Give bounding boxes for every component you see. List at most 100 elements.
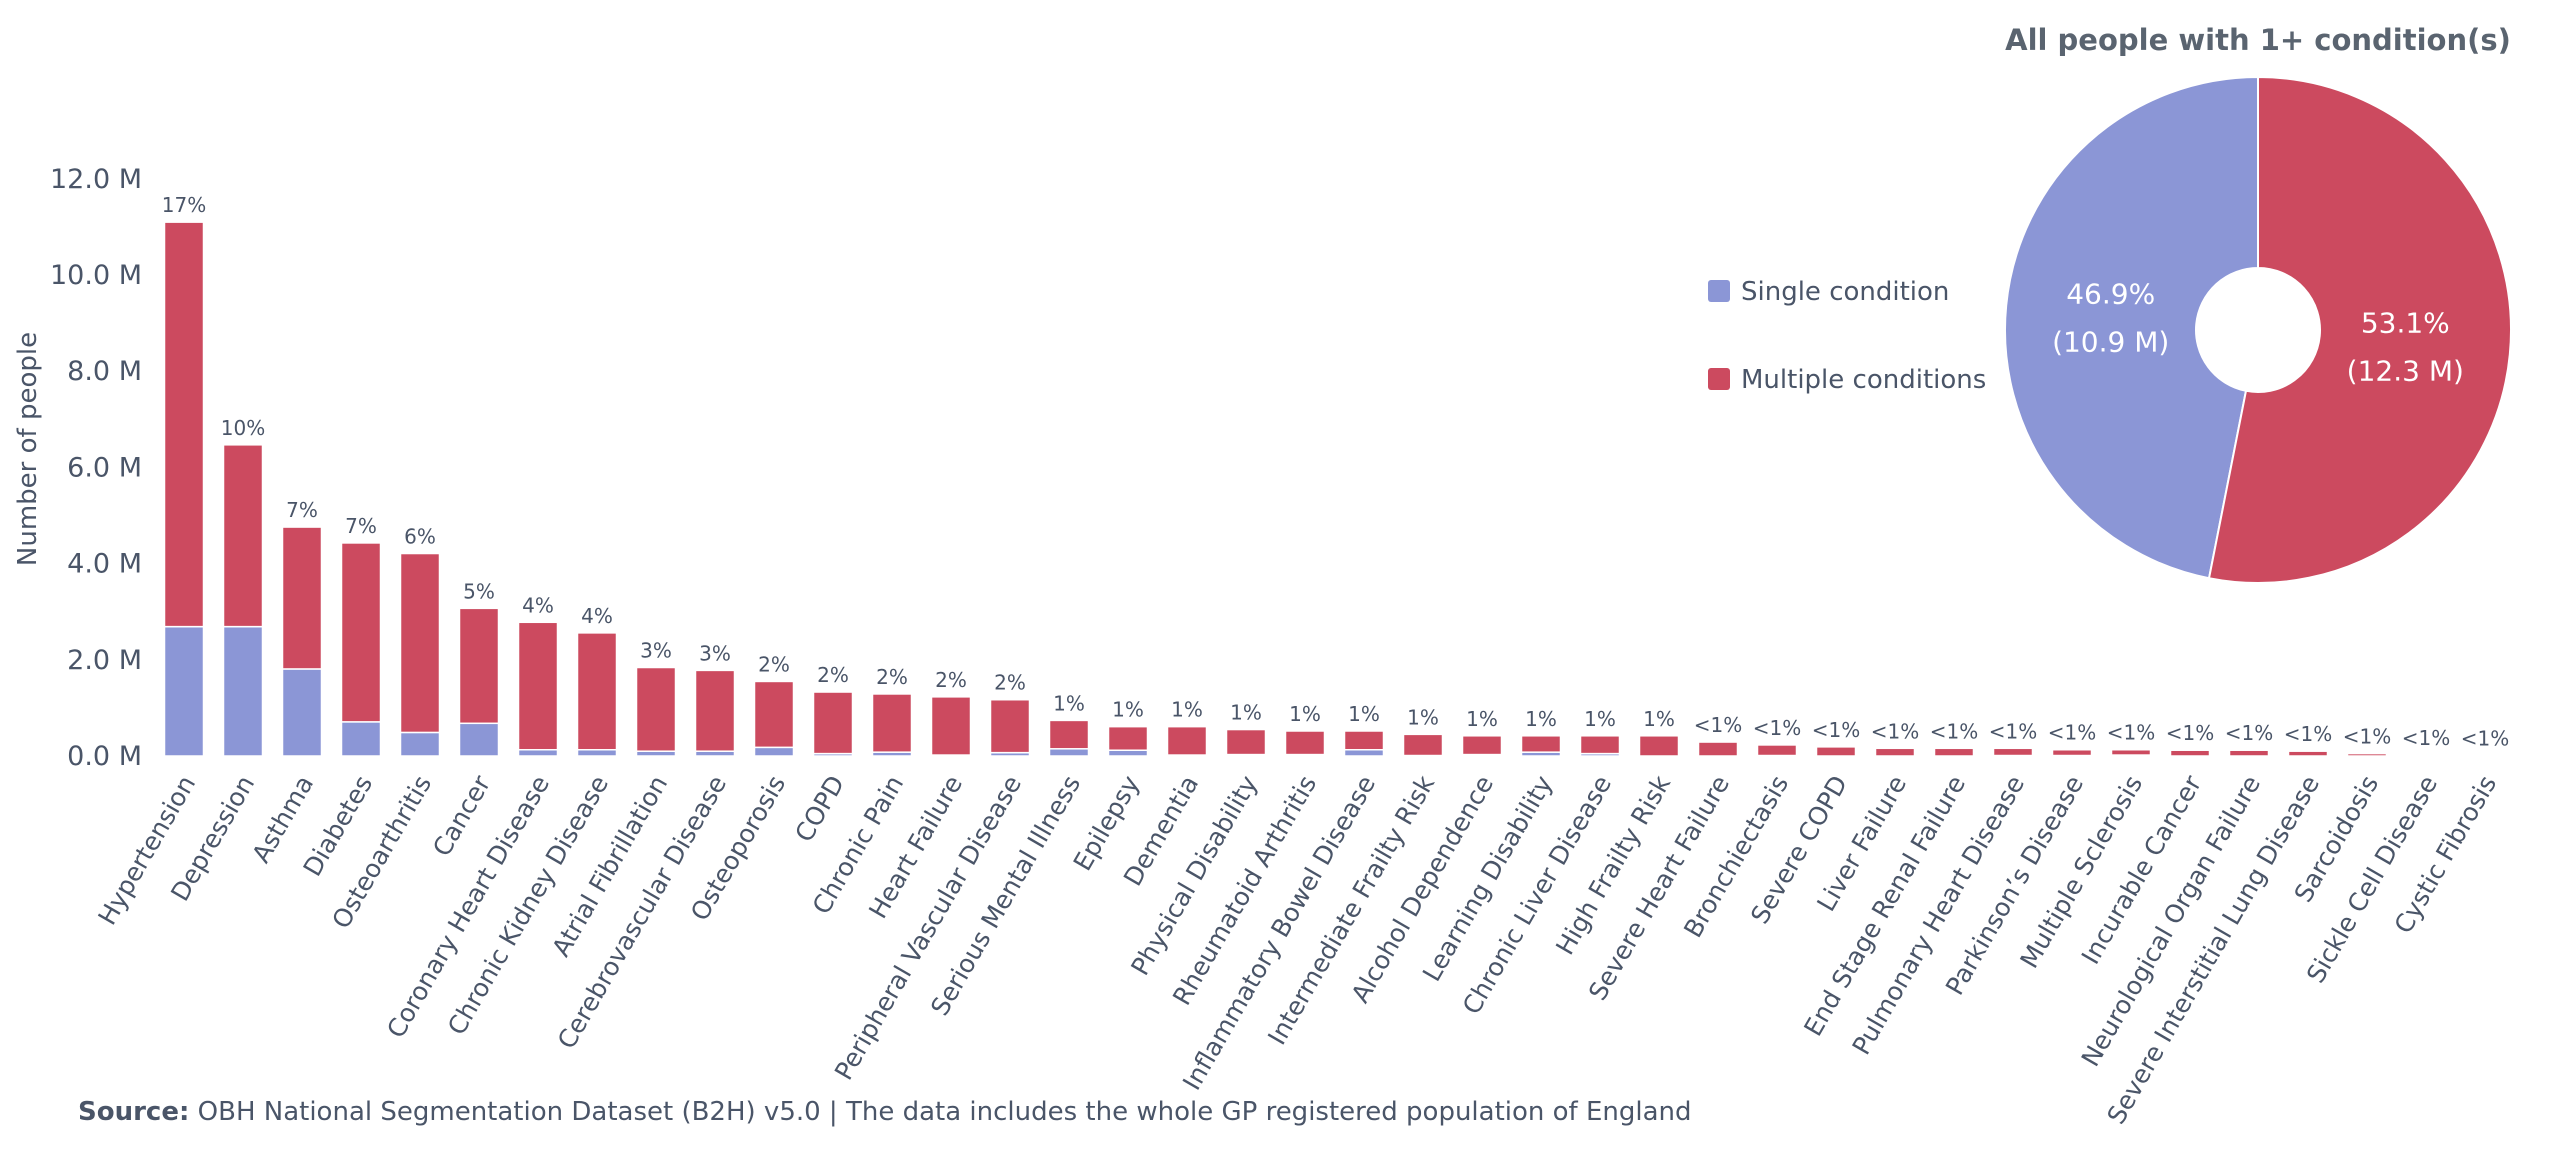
pie-slice bbox=[2207, 75, 2512, 584]
bar-segment bbox=[1107, 749, 1149, 757]
bar-segment bbox=[399, 731, 441, 757]
bar-segment bbox=[1992, 747, 2034, 757]
bar-segment bbox=[1343, 730, 1385, 751]
total-label: <1% bbox=[2166, 721, 2215, 745]
y-tick-label: 8.0 M bbox=[67, 356, 142, 387]
bar-segment bbox=[222, 625, 264, 757]
bar-segment bbox=[340, 721, 382, 757]
bar-segment bbox=[281, 526, 323, 670]
y-tick-label: 10.0 M bbox=[50, 260, 142, 291]
bar-segment bbox=[812, 691, 854, 755]
bar-segment bbox=[2346, 752, 2388, 757]
total-label: 1% bbox=[1584, 707, 1616, 731]
bar-segment bbox=[1225, 728, 1267, 756]
slice-label: 53.1% bbox=[2361, 306, 2450, 339]
legend-swatch bbox=[1708, 368, 1730, 390]
slice-label: 46.9% bbox=[2066, 278, 2155, 311]
total-label: 1% bbox=[1348, 702, 1380, 726]
bar-segment bbox=[576, 632, 618, 751]
total-label: 7% bbox=[286, 498, 318, 522]
total-label: 1% bbox=[1525, 707, 1557, 731]
bar-segment bbox=[517, 748, 559, 757]
total-label: 1% bbox=[1289, 702, 1321, 726]
total-label: 6% bbox=[404, 525, 436, 549]
legend-label: Multiple conditions bbox=[1741, 365, 1986, 395]
total-label: 1% bbox=[1643, 707, 1675, 731]
total-label: 5% bbox=[463, 579, 495, 603]
bar-segment bbox=[1461, 735, 1503, 756]
bar-segment bbox=[399, 552, 441, 734]
bar-segment bbox=[1756, 744, 1798, 757]
total-label: 2% bbox=[994, 671, 1026, 695]
bar-segment bbox=[1815, 746, 1857, 757]
x-tick-label: Hypertension bbox=[92, 771, 201, 930]
total-label: <1% bbox=[2343, 725, 2392, 749]
bar-segment bbox=[163, 221, 205, 628]
slice-count: (12.3 M) bbox=[2347, 354, 2464, 387]
pie-title: All people with 1+ condition(s) bbox=[2005, 23, 2511, 57]
bar-segment bbox=[2287, 750, 2329, 757]
bar-segment bbox=[1520, 735, 1562, 753]
bar-segment bbox=[930, 696, 972, 756]
bar-segment bbox=[281, 668, 323, 757]
bar-segment bbox=[2169, 749, 2211, 757]
total-label: 3% bbox=[699, 641, 731, 665]
total-label: <1% bbox=[2402, 726, 2451, 750]
total-label: 1% bbox=[1112, 698, 1144, 722]
bar-segment bbox=[635, 666, 677, 752]
source-label: Source: bbox=[78, 1097, 189, 1127]
bar-segment bbox=[1343, 748, 1385, 757]
total-label: <1% bbox=[1694, 713, 1743, 737]
total-label: <1% bbox=[2107, 721, 2156, 745]
y-tick-label: 4.0 M bbox=[67, 549, 142, 580]
y-axis-label: Number of people bbox=[13, 332, 43, 566]
total-label: 2% bbox=[876, 665, 908, 689]
bar-segment bbox=[458, 722, 500, 757]
bar-segment bbox=[2228, 749, 2270, 757]
bar-segment bbox=[694, 669, 736, 752]
y-tick-label: 2.0 M bbox=[67, 645, 142, 676]
bar-segment bbox=[340, 542, 382, 723]
bar-segment bbox=[576, 748, 618, 757]
total-label: <1% bbox=[2461, 727, 2510, 751]
bar-segment bbox=[1933, 747, 1975, 757]
bar-segment bbox=[753, 680, 795, 749]
total-label: <1% bbox=[1871, 719, 1920, 743]
bar-segment bbox=[1048, 719, 1090, 750]
legend-swatch bbox=[1708, 280, 1730, 302]
total-label: 2% bbox=[817, 663, 849, 687]
slice-count: (10.9 M) bbox=[2052, 326, 2169, 359]
total-label: 17% bbox=[162, 193, 206, 217]
total-label: 7% bbox=[345, 514, 377, 538]
total-label: 3% bbox=[640, 639, 672, 663]
source: Source: OBH National Segmentation Datase… bbox=[78, 1097, 1692, 1127]
bar-segment bbox=[1874, 747, 1916, 757]
y-tick-label: 6.0 M bbox=[67, 452, 142, 483]
bar-segment bbox=[2110, 748, 2152, 756]
total-label: 1% bbox=[1407, 705, 1439, 729]
bar-segment bbox=[517, 621, 559, 751]
total-label: 4% bbox=[522, 593, 554, 617]
bar-segment bbox=[1166, 725, 1208, 756]
total-label: <1% bbox=[2048, 721, 2097, 745]
source-text: OBH National Segmentation Dataset (B2H) … bbox=[198, 1097, 1692, 1127]
total-label: <1% bbox=[1989, 719, 2038, 743]
total-label: 4% bbox=[581, 604, 613, 628]
bar-segment bbox=[1284, 730, 1326, 756]
bar-segment bbox=[1579, 735, 1621, 755]
total-label: 1% bbox=[1466, 707, 1498, 731]
total-label: <1% bbox=[2225, 721, 2274, 745]
bar-segment bbox=[1048, 748, 1090, 757]
bar-segment bbox=[1107, 725, 1149, 751]
total-label: <1% bbox=[1812, 718, 1861, 742]
bar-segment bbox=[222, 444, 264, 628]
bar-segment bbox=[458, 607, 500, 725]
total-label: <1% bbox=[1753, 716, 1802, 740]
total-label: 1% bbox=[1230, 701, 1262, 725]
total-label: 2% bbox=[758, 652, 790, 676]
total-label: 1% bbox=[1171, 698, 1203, 722]
total-label: 2% bbox=[935, 668, 967, 692]
bar-segment bbox=[2051, 748, 2093, 757]
bar-segment bbox=[1402, 733, 1444, 757]
total-label: 1% bbox=[1053, 691, 1085, 715]
